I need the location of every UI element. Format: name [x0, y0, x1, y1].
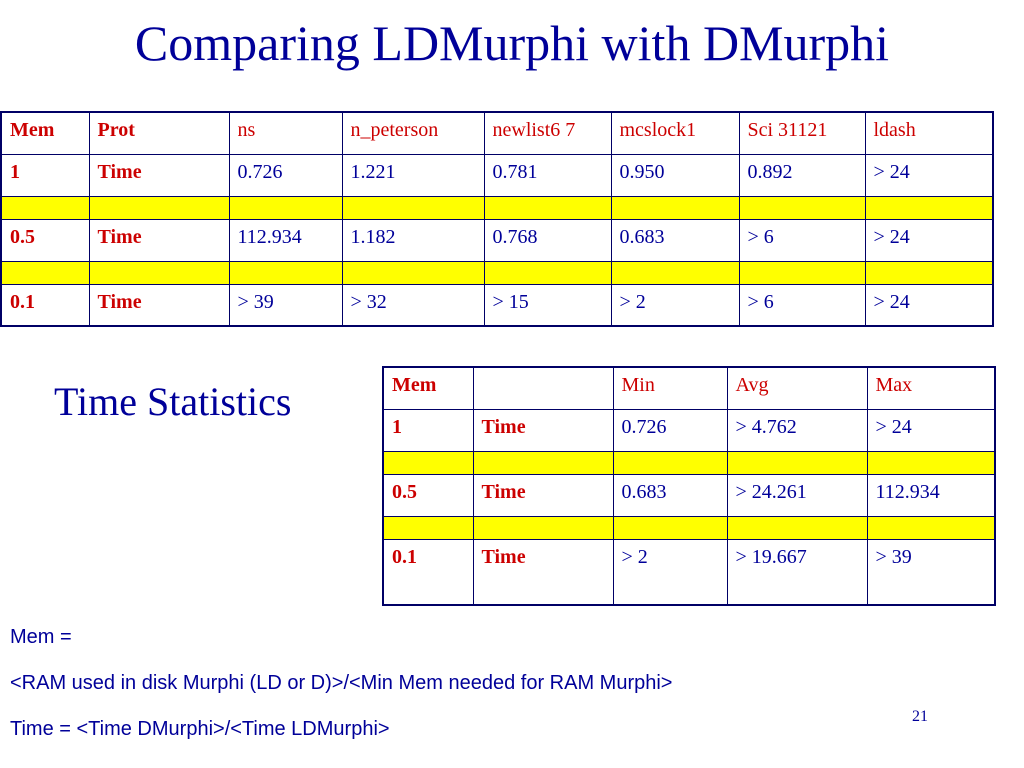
- value-cell: > 4.762: [726, 408, 868, 452]
- mem-definition-label: Mem =: [10, 626, 72, 648]
- statistics-table: Mem Min Avg Max 1 Time 0.726 > 4.762 > 2…: [382, 366, 996, 606]
- mem-cell: 0.5: [382, 473, 474, 517]
- value-cell: 0.683: [612, 473, 728, 517]
- table-row: 1 Time 0.726 1.221 0.781 0.950 0.892 > 2…: [0, 153, 994, 197]
- value-cell: > 24: [864, 218, 994, 262]
- value-cell: > 6: [738, 218, 866, 262]
- value-cell: 0.726: [612, 408, 728, 452]
- header-cell: Sci 31121: [738, 111, 866, 155]
- label-cell: Time: [472, 538, 614, 606]
- header-cell: newlist6 7: [483, 111, 612, 155]
- separator-row: [0, 260, 994, 285]
- header-cell: Mem: [0, 111, 90, 155]
- table-row: 0.5 Time 112.934 1.182 0.768 0.683 > 6 >…: [0, 218, 994, 262]
- label-cell: Time: [472, 473, 614, 517]
- value-cell: 0.892: [738, 153, 866, 197]
- value-cell: > 24.261: [726, 473, 868, 517]
- header-cell: mcslock1: [610, 111, 740, 155]
- value-cell: > 2: [610, 283, 740, 327]
- mem-cell: 0.5: [0, 218, 90, 262]
- value-cell: 0.726: [228, 153, 343, 197]
- time-definition-text: Time = <Time DMurphi>/<Time LDMurphi>: [10, 718, 390, 740]
- value-cell: > 6: [738, 283, 866, 327]
- separator-row: [382, 450, 996, 475]
- time-statistics-label: Time Statistics: [54, 379, 292, 424]
- value-cell: > 24: [864, 153, 994, 197]
- mem-cell: 0.1: [0, 283, 90, 327]
- value-cell: 1.221: [341, 153, 485, 197]
- value-cell: > 2: [612, 538, 728, 606]
- header-cell: Prot: [88, 111, 230, 155]
- label-cell: Time: [88, 218, 230, 262]
- table-row: 0.5 Time 0.683 > 24.261 112.934: [382, 473, 996, 517]
- table-header-row: Mem Prot ns n_peterson newlist6 7 mcsloc…: [0, 111, 994, 155]
- label-cell: Time: [88, 153, 230, 197]
- label-cell: Time: [88, 283, 230, 327]
- header-cell: [472, 366, 614, 410]
- separator-row: [0, 195, 994, 220]
- value-cell: > 15: [483, 283, 612, 327]
- table-row: 0.1 Time > 39 > 32 > 15 > 2 > 6 > 24: [0, 283, 994, 327]
- table-row: 0.1 Time > 2 > 19.667 > 39: [382, 538, 996, 606]
- value-cell: 112.934: [866, 473, 996, 517]
- slide-title: Comparing LDMurphi with DMurphi: [134, 15, 890, 71]
- separator-row: [382, 515, 996, 540]
- label-cell: Time: [472, 408, 614, 452]
- header-cell: Mem: [382, 366, 474, 410]
- mem-definition-text: <RAM used in disk Murphi (LD or D)>/<Min…: [10, 672, 673, 694]
- value-cell: > 24: [866, 408, 996, 452]
- value-cell: 0.781: [483, 153, 612, 197]
- value-cell: 1.182: [341, 218, 485, 262]
- value-cell: > 39: [866, 538, 996, 606]
- header-cell: Avg: [726, 366, 868, 410]
- value-cell: > 32: [341, 283, 485, 327]
- value-cell: 0.950: [610, 153, 740, 197]
- mem-cell: 1: [382, 408, 474, 452]
- mem-cell: 1: [0, 153, 90, 197]
- page-number: 21: [912, 708, 928, 725]
- header-cell: Min: [612, 366, 728, 410]
- value-cell: > 19.667: [726, 538, 868, 606]
- header-cell: ldash: [864, 111, 994, 155]
- header-cell: n_peterson: [341, 111, 485, 155]
- comparison-table: Mem Prot ns n_peterson newlist6 7 mcsloc…: [0, 111, 994, 327]
- table-row: 1 Time 0.726 > 4.762 > 24: [382, 408, 996, 452]
- header-cell: ns: [228, 111, 343, 155]
- value-cell: 0.768: [483, 218, 612, 262]
- value-cell: > 39: [228, 283, 343, 327]
- header-cell: Max: [866, 366, 996, 410]
- table-header-row: Mem Min Avg Max: [382, 366, 996, 410]
- value-cell: 112.934: [228, 218, 343, 262]
- value-cell: 0.683: [610, 218, 740, 262]
- mem-cell: 0.1: [382, 538, 474, 606]
- value-cell: > 24: [864, 283, 994, 327]
